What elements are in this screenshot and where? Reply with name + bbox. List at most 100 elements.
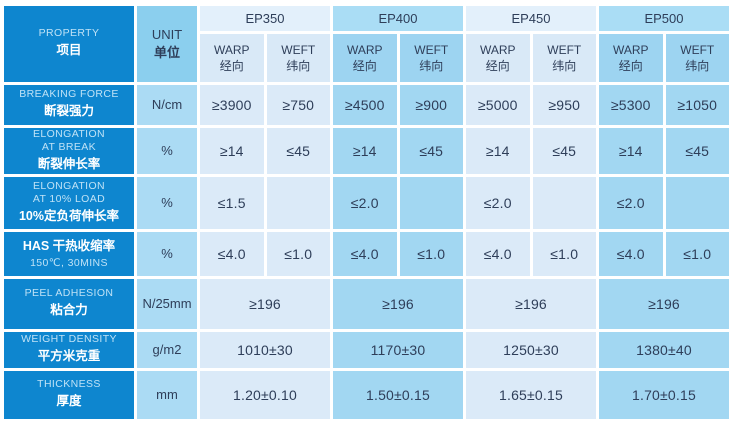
row-label-elongation-at-break: ELONGATION AT BREAK 断裂伸长率 [4,128,134,174]
weft-label-zh: 纬向 [685,59,710,73]
property-header-zh: 项目 [56,43,82,58]
unit-cell: % [137,177,197,229]
group-header-ep450: EP450 [466,6,596,31]
row-label-en: WEIGHT DENSITY [21,333,117,346]
value-cell: ≥3900 [200,85,264,125]
row-label-thickness: THICKNESS 厚度 [4,371,134,419]
unit-header-cell: UNIT 单位 [137,6,197,82]
value-cell [266,177,330,229]
value-cell: ≤1.0 [532,232,596,276]
value-cell: ≥900 [399,85,463,125]
value-cell: ≤1.0 [665,232,729,276]
unit-header-zh: 单位 [153,45,180,60]
row-label-zh: HAS 干热收缩率 [22,239,116,254]
value-cell: ≥14 [333,128,397,174]
row-label-en: 150℃, 30MINS [30,256,108,269]
unit-cell: N/cm [137,85,197,125]
row-label-zh: 断裂伸长率 [37,156,101,171]
value-cell: ≤45 [665,128,729,174]
row-label-breaking-force: BREAKING FORCE 断裂强力 [4,85,134,125]
row-label-zh: 断裂强力 [43,104,94,119]
value-cell: ≥950 [532,85,596,125]
value-cell: ≤45 [266,128,330,174]
subheader-ep400-warp: WARP 经向 [333,34,397,82]
row-label-en: ELONGATION [32,128,106,140]
value-cell: ≤4.0 [333,232,397,276]
subheader-ep500-warp: WARP 经向 [599,34,663,82]
value-cell: ≥196 [333,279,463,329]
value-cell: ≥1050 [665,85,729,125]
value-cell: ≤2.0 [466,177,530,229]
warp-label-zh: 经向 [485,59,510,73]
value-cell: ≥14 [200,128,264,174]
row-label-zh: 10%定负荷伸长率 [18,208,120,223]
value-cell: ≥750 [266,85,330,125]
warp-label-zh: 经向 [618,59,643,73]
value-cell: ≤2.0 [333,177,397,229]
row-label-zh: 厚度 [56,394,82,409]
warp-label-zh: 经向 [352,59,377,73]
group-header-ep350: EP350 [200,6,330,31]
subheader-ep350-weft: WEFT 纬向 [266,34,330,82]
value-cell: 1250±30 [466,332,596,368]
unit-cell: % [137,232,197,276]
value-cell: ≥14 [466,128,530,174]
unit-cell: N/25mm [137,279,197,329]
row-label-en: BREAKING FORCE [19,88,119,101]
value-cell: ≤1.5 [200,177,264,229]
spec-table-grid: PROPERTY 项目 UNIT 单位 EP350 EP400 EP450 EP… [4,6,729,419]
subheader-ep500-weft: WEFT 纬向 [665,34,729,82]
value-cell [665,177,729,229]
value-cell: 1380±40 [599,332,729,368]
value-cell [532,177,596,229]
weft-label-zh: 纬向 [419,59,444,73]
value-cell [399,177,463,229]
group-header-ep500: EP500 [599,6,729,31]
value-cell: ≥5000 [466,85,530,125]
weft-label: WEFT [547,42,582,57]
warp-label-zh: 经向 [219,59,244,73]
row-label-weight-density: WEIGHT DENSITY 平方米克重 [4,332,134,368]
unit-header-en: UNIT [151,26,183,42]
value-cell: ≥196 [466,279,596,329]
subheader-ep450-warp: WARP 经向 [466,34,530,82]
value-cell: 1010±30 [200,332,330,368]
property-header-en: PROPERTY [38,27,100,40]
value-cell: ≥196 [599,279,729,329]
property-header-cell: PROPERTY 项目 [4,6,134,82]
row-label-en: ELONGATION [32,179,106,192]
row-label-elongation-at-10-load: ELONGATION AT 10% LOAD 10%定负荷伸长率 [4,177,134,229]
weft-label: WEFT [414,42,449,57]
warp-label: WARP [479,42,516,57]
row-label-has-heat-shrinkage: HAS 干热收缩率 150℃, 30MINS [4,232,134,276]
row-label-en: AT 10% LOAD [32,193,106,206]
weft-label-zh: 纬向 [552,59,577,73]
row-label-en: PEEL ADHESION [24,287,114,300]
value-cell: 1.70±0.15 [599,371,729,419]
unit-cell: % [137,128,197,174]
subheader-ep350-warp: WARP 经向 [200,34,264,82]
value-cell: 1170±30 [333,332,463,368]
value-cell: ≤4.0 [599,232,663,276]
value-cell: ≥14 [599,128,663,174]
unit-cell: g/m2 [137,332,197,368]
value-cell: ≤1.0 [399,232,463,276]
value-cell: 1.50±0.15 [333,371,463,419]
value-cell: ≤45 [399,128,463,174]
row-label-zh: 平方米克重 [37,349,101,364]
weft-label-zh: 纬向 [286,59,311,73]
row-label-en: THICKNESS [37,378,101,391]
group-header-ep400: EP400 [333,6,463,31]
weft-label: WEFT [680,42,715,57]
row-label-en: AT BREAK [41,141,97,154]
value-cell: ≥4500 [333,85,397,125]
value-cell: ≤4.0 [200,232,264,276]
subheader-ep450-weft: WEFT 纬向 [532,34,596,82]
value-cell: 1.20±0.10 [200,371,330,419]
warp-label: WARP [346,42,383,57]
warp-label: WARP [612,42,649,57]
value-cell: ≥5300 [599,85,663,125]
subheader-ep400-weft: WEFT 纬向 [399,34,463,82]
weft-label: WEFT [281,42,316,57]
